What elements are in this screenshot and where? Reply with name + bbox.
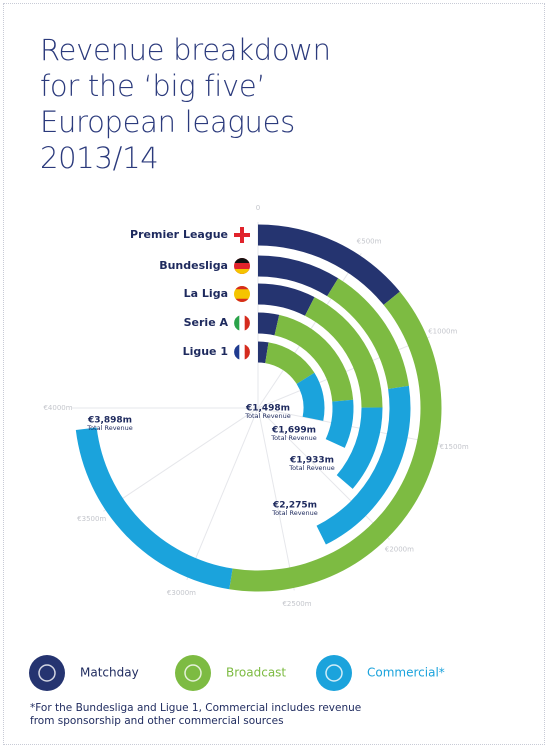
total-caption: Total Revenue bbox=[86, 424, 133, 432]
bar-segment bbox=[274, 314, 354, 402]
total-caption: Total Revenue bbox=[271, 509, 318, 517]
tick-label: €3000m bbox=[167, 589, 196, 597]
legend-label: Commercial* bbox=[367, 666, 445, 680]
tick-label: €2500m bbox=[282, 600, 311, 608]
total-caption: Total Revenue bbox=[270, 434, 317, 442]
grid-line bbox=[103, 407, 259, 512]
legend-swatch bbox=[29, 655, 65, 691]
total-label: €1,933m bbox=[289, 456, 334, 466]
tick-label: €3500m bbox=[77, 515, 106, 523]
flag bbox=[234, 286, 250, 302]
bar-segment bbox=[258, 283, 315, 316]
tick-label: €2000m bbox=[385, 545, 414, 553]
total-label: €2,275m bbox=[272, 501, 317, 511]
flag bbox=[235, 298, 249, 302]
bar-segment bbox=[327, 278, 409, 389]
category-label: Bundesliga bbox=[159, 259, 228, 272]
total-label: €1,498m bbox=[245, 404, 290, 414]
bar-segment bbox=[304, 297, 383, 408]
bar-segment bbox=[258, 341, 269, 364]
tick-label: €500m bbox=[357, 238, 382, 246]
bar-segment bbox=[229, 291, 442, 592]
bar-segment bbox=[265, 342, 315, 384]
bar-segment bbox=[316, 385, 411, 545]
legend-label: Broadcast bbox=[226, 666, 286, 680]
category-label: Premier League bbox=[130, 228, 228, 241]
total-caption: Total Revenue bbox=[288, 464, 335, 472]
grid-line bbox=[257, 407, 390, 540]
bar-segment bbox=[258, 255, 339, 297]
total-label: €3,898m bbox=[87, 416, 132, 426]
legend-swatch bbox=[175, 655, 211, 691]
flag bbox=[235, 286, 249, 290]
frame bbox=[3, 3, 545, 745]
tick-label: €4000m bbox=[43, 404, 72, 412]
legend-icon bbox=[184, 664, 202, 682]
tick-label: €1500m bbox=[440, 443, 469, 451]
tick-label: €1000m bbox=[428, 327, 457, 335]
bar-segment bbox=[75, 427, 233, 590]
legend-swatch bbox=[316, 655, 352, 691]
category-label: Serie A bbox=[184, 316, 229, 329]
category-label: La Liga bbox=[184, 287, 228, 300]
bar-segment bbox=[336, 407, 383, 489]
total-label: €1,699m bbox=[271, 426, 316, 436]
category-label: Ligue 1 bbox=[183, 345, 228, 358]
grid-line bbox=[186, 407, 259, 581]
bar-segment bbox=[325, 399, 354, 448]
bar-segment bbox=[258, 224, 400, 305]
legend-icon bbox=[38, 664, 56, 682]
flag bbox=[240, 227, 244, 243]
flag bbox=[234, 344, 240, 360]
chart-title: Revenue breakdown for the ‘big five’ Eur… bbox=[40, 33, 331, 175]
bar-segment bbox=[258, 312, 280, 336]
flag bbox=[234, 258, 250, 263]
legend-icon bbox=[325, 664, 343, 682]
flag bbox=[234, 269, 250, 274]
grid-line bbox=[257, 407, 295, 591]
legend-label: Matchday bbox=[80, 666, 139, 680]
bar-segment bbox=[296, 372, 325, 421]
flag bbox=[244, 315, 250, 331]
footnote: *For the Bundesliga and Ligue 1, Commerc… bbox=[30, 702, 362, 727]
tick-label: 0 bbox=[256, 204, 260, 212]
flag bbox=[234, 315, 240, 331]
flag bbox=[244, 344, 250, 360]
total-caption: Total Revenue bbox=[244, 412, 291, 420]
